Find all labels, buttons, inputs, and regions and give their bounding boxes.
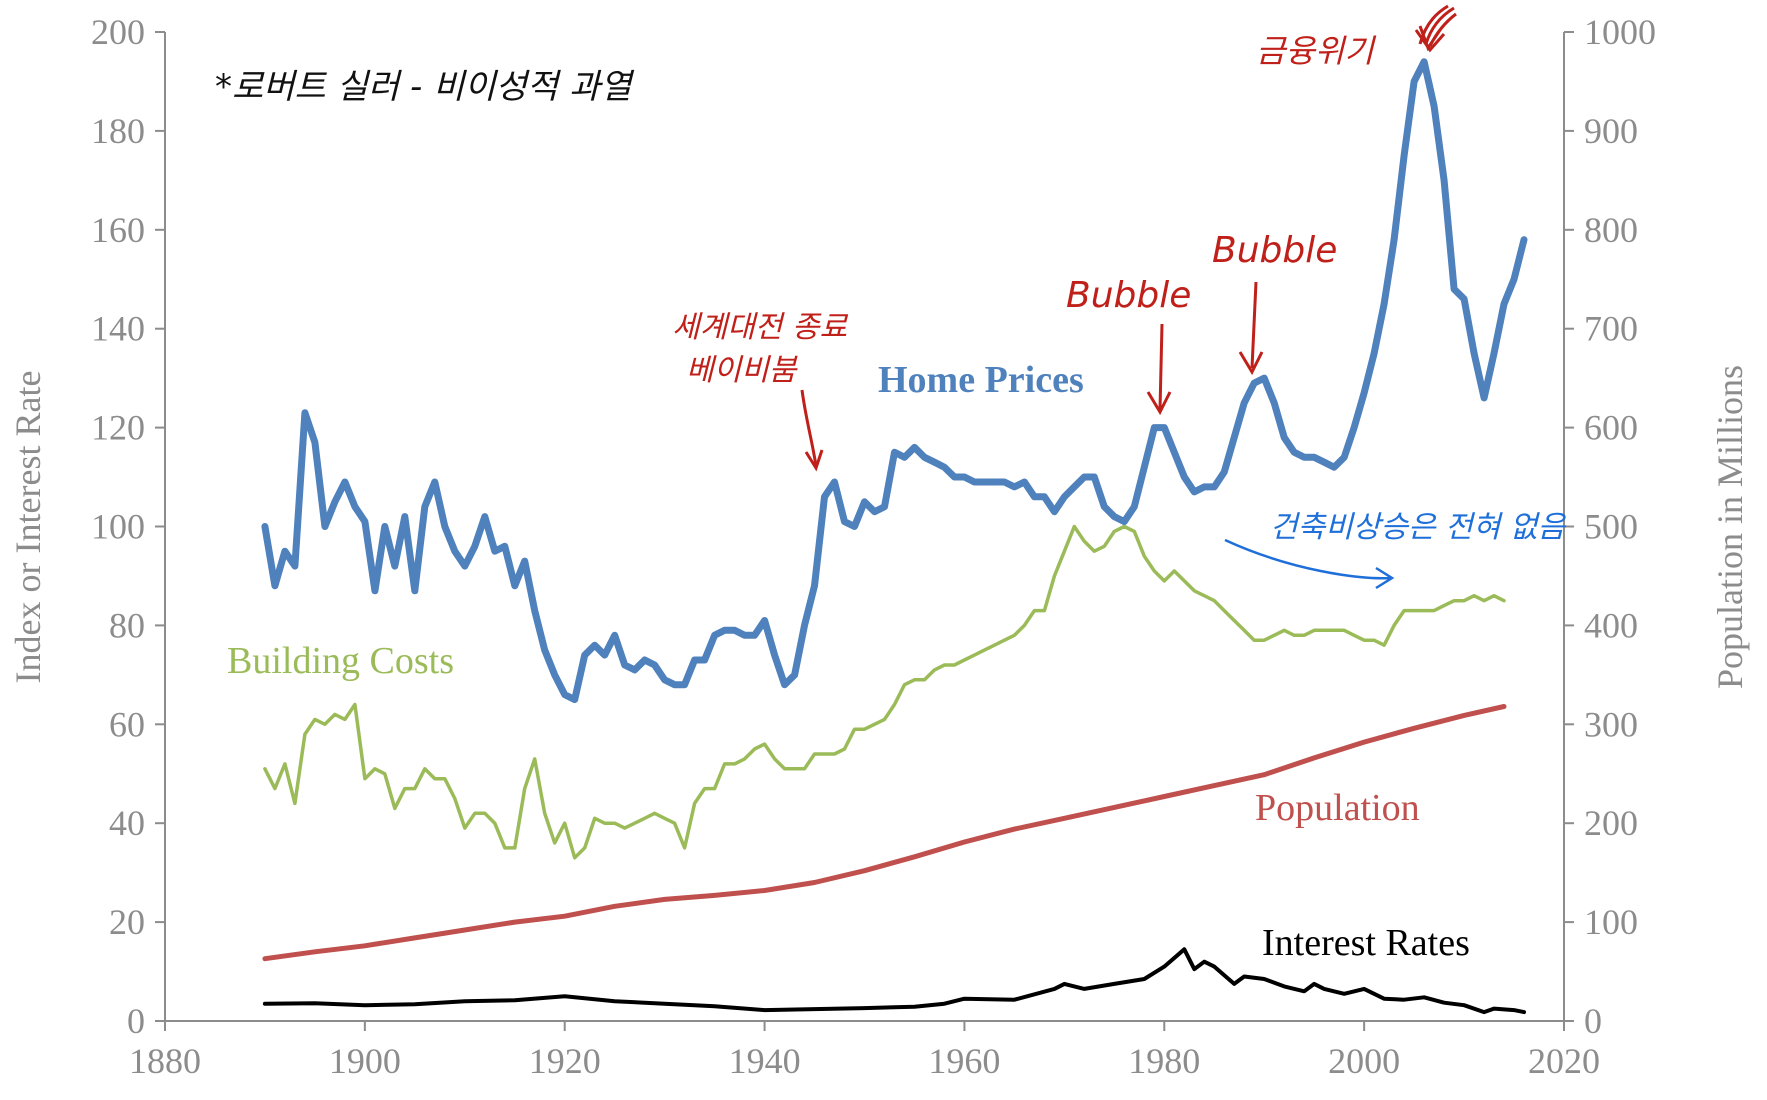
y-left-tick-label: 0 [127, 1001, 145, 1041]
x-tick-label: 2020 [1528, 1041, 1600, 1081]
y-left-tick-label: 80 [109, 605, 145, 645]
annotation-world-war-end: 세계대전 종료 베이비붐 [672, 310, 849, 472]
x-tick-label: 1980 [1128, 1041, 1200, 1081]
series-label-population: Population [1255, 787, 1420, 829]
y-right-tick-label: 500 [1584, 507, 1638, 547]
y-left-tick-label: 160 [91, 210, 145, 250]
series-line-home-prices [261, 58, 1528, 704]
y-right-tick-label: 700 [1584, 309, 1638, 349]
y-right-tick-label: 200 [1584, 803, 1638, 843]
y-right-tick-label: 1000 [1584, 12, 1656, 52]
x-tick-label: 1880 [129, 1041, 201, 1081]
y-right-tick-label: 900 [1584, 111, 1638, 151]
y-left-tick-label: 40 [109, 803, 145, 843]
x-tick-label: 2000 [1328, 1041, 1400, 1081]
y-left-tick-label: 100 [91, 507, 145, 547]
series-label-interest-rates: Interest Rates [1262, 922, 1470, 964]
y-left-tick-label: 180 [91, 111, 145, 151]
y-left-tick-label: 200 [91, 12, 145, 52]
y-axis-right-title: Population in Millions [1710, 365, 1750, 689]
y-axis-left-title: Index or Interest Rate [8, 371, 48, 684]
annotation-world-war-end-line2: 베이비붐 [686, 353, 798, 388]
annotation-building-costs-flat-text: 건축비상승은 전혀 없음 [1270, 510, 1566, 545]
y-right-tick-label: 100 [1584, 902, 1638, 942]
arrow-world-war-end [800, 389, 818, 467]
annotation-world-war-end-line1: 세계대전 종료 [672, 310, 849, 345]
annotation-title: *로버트 실러 - 비이성적 과열 [215, 67, 634, 107]
annotation-bubble-2: Bubble [1212, 230, 1337, 376]
y-left-tick-label: 20 [109, 902, 145, 942]
annotation-financial-crisis-text: 금융위기 [1256, 32, 1376, 70]
annotation-bubble-2-text: Bubble [1212, 230, 1337, 271]
y-right-tick-label: 0 [1584, 1001, 1602, 1041]
y-left-tick-label: 140 [91, 309, 145, 349]
annotation-bubble-1: Bubble [1066, 275, 1191, 416]
series-label-home-prices: Home Prices [878, 359, 1084, 401]
y-right-tick-label: 600 [1584, 408, 1638, 448]
y-left-tick-label: 60 [109, 704, 145, 744]
arrow-bubble-1 [1158, 323, 1164, 411]
annotation-financial-crisis: 금융위기 [1256, 4, 1457, 70]
y-right-tick-label: 400 [1584, 605, 1638, 645]
series-line-interest-rates [262, 947, 1526, 1015]
annotation-building-costs-flat: 건축비상승은 전혀 없음 [1224, 510, 1566, 590]
y-right-tick-label: 800 [1584, 210, 1638, 250]
x-tick-label: 1920 [529, 1041, 601, 1081]
y-left-tick-label: 120 [91, 408, 145, 448]
annotation-bubble-1-text: Bubble [1066, 275, 1191, 316]
series-layer [261, 58, 1528, 1015]
x-tick-label: 1900 [329, 1041, 401, 1081]
tick-layer: 1880 1900 1920 1940 1960 1980 2000 202002040608… [91, 12, 1656, 1081]
arrow-bubble-2 [1250, 281, 1258, 369]
series-line-building-costs [263, 524, 1506, 860]
series-line-population [262, 704, 1507, 962]
arrow-building-costs-flat [1224, 538, 1391, 580]
arrow-financial-crisis [1414, 4, 1457, 53]
x-tick-label: 1960 [928, 1041, 1000, 1081]
y-right-tick-label: 300 [1584, 704, 1638, 744]
series-label-building-costs: Building Costs [227, 640, 454, 682]
x-tick-label: 1940 [729, 1041, 801, 1081]
